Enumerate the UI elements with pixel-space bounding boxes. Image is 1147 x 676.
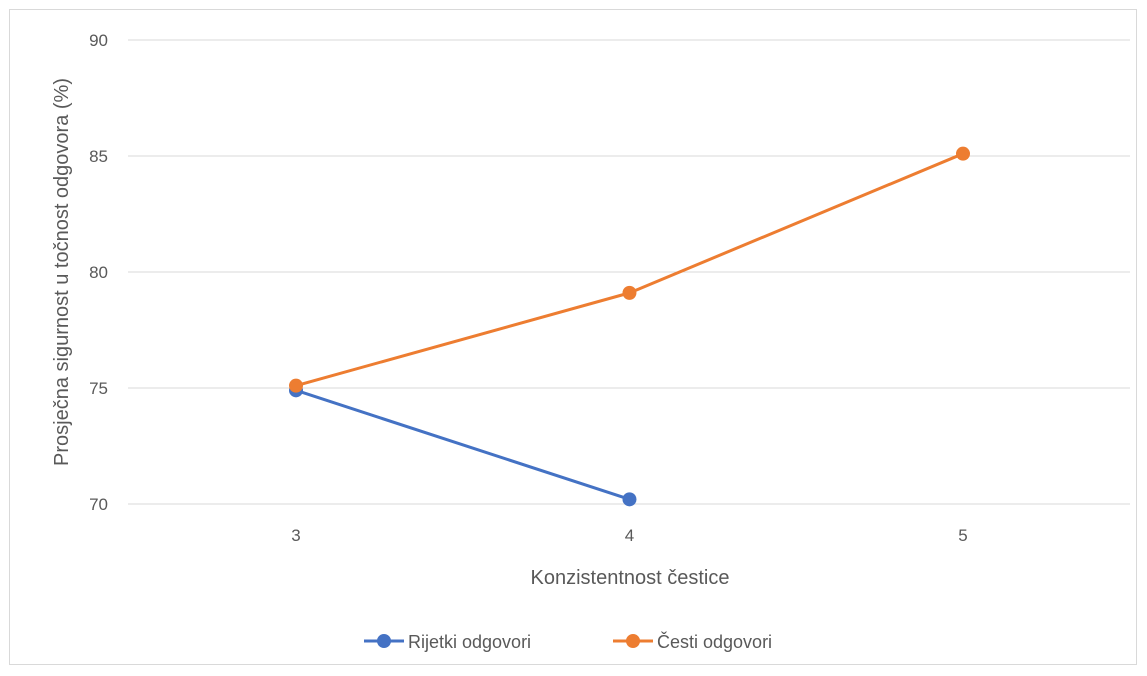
y-tick-label: 85: [89, 147, 108, 166]
x-tick-label: 4: [625, 526, 634, 545]
x-axis-title: Konzistentnost čestice: [531, 567, 730, 589]
y-axis-ticks: 70 75 80 85 90: [89, 31, 108, 514]
legend-swatch-marker: [626, 634, 640, 648]
legend-label: Česti odgovori: [657, 631, 772, 652]
series-line-0: [294, 388, 631, 501]
gridlines: [128, 39, 1130, 505]
y-tick-label: 75: [89, 379, 108, 398]
y-tick-label: 80: [89, 263, 108, 282]
series-points: [289, 146, 970, 507]
chart-frame: [9, 9, 1137, 665]
legend-label: Rijetki odgovori: [408, 632, 531, 652]
data-point: [622, 285, 637, 300]
x-axis-ticks: 3 4 5: [291, 526, 967, 545]
legend-swatch-marker: [377, 634, 391, 648]
data-point: [289, 378, 303, 393]
y-axis-title: Prosječna sigurnost u točnost odgovora (…: [51, 78, 73, 466]
x-tick-label: 3: [291, 526, 300, 545]
data-point: [622, 492, 637, 507]
x-tick-label: 5: [958, 526, 967, 545]
y-tick-label: 70: [89, 495, 108, 514]
series-line-1: [294, 152, 965, 388]
series-lines: [294, 152, 965, 501]
legend: Rijetki odgovori Česti odgovori: [364, 631, 772, 652]
data-point: [956, 146, 970, 161]
y-tick-label: 90: [89, 31, 108, 50]
